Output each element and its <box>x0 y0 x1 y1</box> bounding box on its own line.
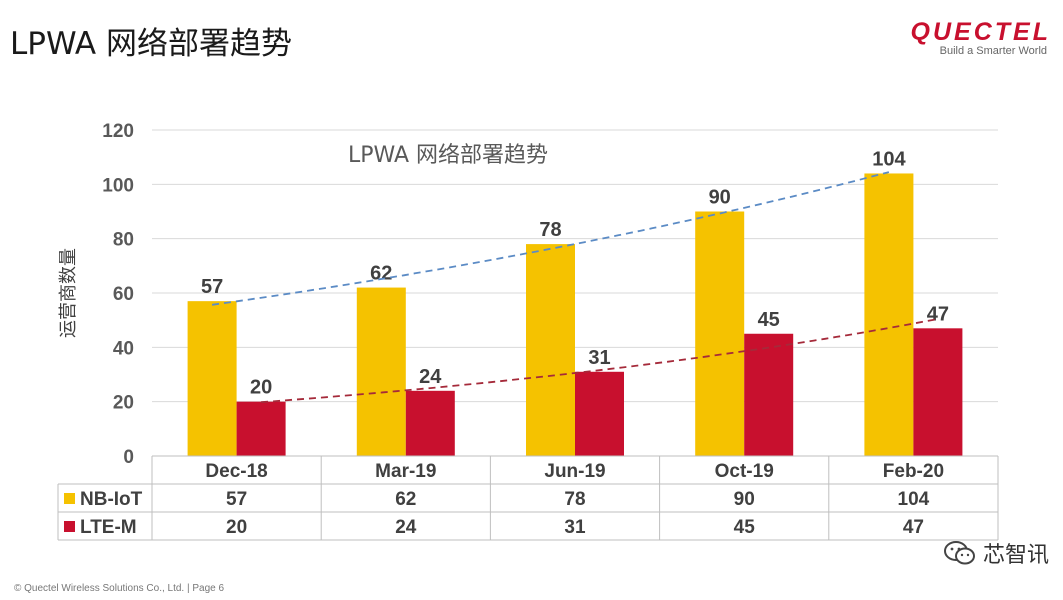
y-tick-label: 20 <box>113 393 134 414</box>
data-label: 78 <box>539 219 561 241</box>
bar-nbiot <box>526 244 575 456</box>
bar-nbiot <box>695 211 745 456</box>
y-tick-label: 40 <box>113 338 134 359</box>
data-label: 24 <box>419 366 442 388</box>
table-cell: 90 <box>734 489 755 510</box>
table-cell: 24 <box>395 517 417 538</box>
slide-title: LPWA 网络部署趋势 <box>10 26 292 62</box>
table-cell: 31 <box>564 517 586 538</box>
trendline-nbiot <box>211 171 890 306</box>
y-tick-label: 0 <box>123 447 134 468</box>
legend-label: NB-IoT <box>80 489 143 510</box>
x-tick-label: Jun-19 <box>544 461 605 482</box>
data-label: 57 <box>201 276 223 298</box>
x-tick-label: Oct-19 <box>715 461 774 482</box>
data-label: 62 <box>370 263 392 285</box>
y-tick-label: 60 <box>113 284 134 305</box>
bar-ltem <box>236 401 286 456</box>
company-logo: QUECTEL Build a Smarter World <box>876 18 1051 58</box>
bar-nbiot <box>356 287 406 456</box>
chart-title: LPWA 网络部署趋势 <box>348 143 548 168</box>
trendline-ltem <box>261 318 939 404</box>
table-cell: 47 <box>903 517 924 538</box>
x-tick-label: Dec-18 <box>205 461 267 482</box>
data-label: 45 <box>758 309 780 331</box>
table-cell: 45 <box>734 517 756 538</box>
table-cell: 62 <box>395 489 416 510</box>
data-label: 20 <box>250 377 272 399</box>
x-tick-label: Feb-20 <box>883 461 944 482</box>
bar-nbiot <box>187 301 237 456</box>
footer: © Quectel Wireless Solutions Co., Ltd. |… <box>14 583 225 594</box>
x-tick-label: Mar-19 <box>375 461 436 482</box>
y-axis-label: 运营商数量 <box>58 248 79 338</box>
data-label: 31 <box>588 347 610 369</box>
watermark-text: 芯智讯 <box>982 543 1049 568</box>
bar-ltem <box>575 371 624 456</box>
legend-swatch <box>64 521 75 532</box>
bar-ltem <box>913 328 963 456</box>
table-cell: 57 <box>226 489 247 510</box>
table-cell: 104 <box>898 489 930 510</box>
data-label: 47 <box>927 303 949 325</box>
y-tick-label: 80 <box>113 230 134 251</box>
data-label: 90 <box>709 187 731 209</box>
data-label: 104 <box>872 148 906 170</box>
bar-ltem <box>744 333 794 456</box>
logo-wordmark: QUECTEL <box>910 18 1051 46</box>
bar-ltem <box>405 390 455 456</box>
table-cell: 78 <box>564 489 585 510</box>
legend-swatch <box>64 493 75 504</box>
wechat-icon <box>943 541 975 565</box>
y-tick-label: 120 <box>102 121 134 142</box>
bar-nbiot <box>864 173 914 456</box>
y-tick-label: 100 <box>102 175 134 196</box>
legend-label: LTE-M <box>80 517 137 538</box>
table-cell: 20 <box>226 517 247 538</box>
logo-tagline: Build a Smarter World <box>939 45 1047 57</box>
watermark: 芯智讯 <box>943 538 1049 568</box>
